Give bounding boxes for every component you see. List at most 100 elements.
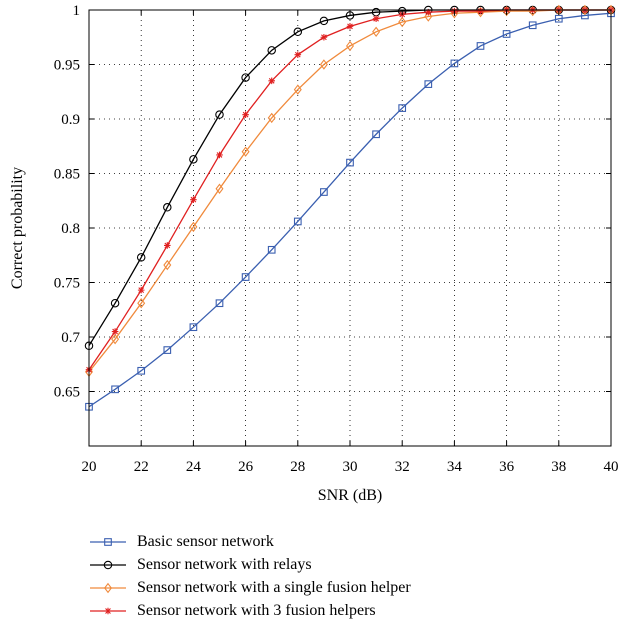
legend-item: Sensor network with relays	[88, 553, 588, 576]
series-line	[88, 12, 612, 408]
data-point	[111, 385, 119, 394]
data-point	[137, 298, 146, 309]
series-layer	[84, 4, 616, 411]
x-tick-label: 34	[447, 459, 463, 475]
data-point	[372, 26, 381, 38]
data-point	[267, 112, 276, 124]
legend-item: Sensor network with a single fusion help…	[88, 576, 588, 599]
data-point	[164, 242, 171, 249]
legend-label: Sensor network with 3 fusion helpers	[137, 601, 376, 619]
legend-marker	[104, 582, 112, 593]
data-point	[111, 333, 120, 345]
series-group	[85, 6, 615, 373]
x-tick-label: 20	[82, 459, 97, 475]
data-point	[346, 23, 354, 30]
data-point	[189, 323, 198, 332]
data-point	[319, 16, 329, 26]
legend-label: Sensor network with relays	[137, 555, 312, 573]
data-point	[424, 11, 433, 22]
data-point	[320, 188, 328, 196]
legend-swatch	[90, 537, 126, 546]
x-axis-label: SNR (dB)	[318, 487, 382, 504]
data-point	[293, 217, 302, 226]
y-tick-label: 0.65	[54, 385, 80, 401]
data-point	[190, 196, 197, 203]
legend-swatch	[90, 560, 126, 569]
y-tick-label: 0.7	[61, 330, 80, 346]
data-point	[189, 155, 198, 164]
x-tick-label: 22	[134, 459, 149, 475]
data-point	[293, 27, 303, 37]
y-axis-label: Correct probability	[9, 167, 26, 289]
data-point	[346, 40, 354, 52]
x-tick-label: 30	[343, 459, 358, 475]
y-tick-label: 1	[73, 3, 81, 19]
legend-item: Basic sensor network	[88, 530, 588, 553]
data-point	[450, 8, 459, 19]
data-point	[425, 8, 432, 16]
data-point	[320, 33, 328, 41]
legend-swatch	[90, 607, 126, 614]
data-point	[163, 346, 172, 354]
data-point	[476, 42, 485, 50]
data-point	[398, 16, 407, 28]
data-point	[241, 273, 250, 281]
legend-label: Sensor network with a single fusion help…	[137, 578, 411, 596]
x-tick-label: 36	[499, 459, 515, 475]
legend-marker	[103, 560, 113, 569]
y-tick-label: 0.9	[61, 112, 80, 128]
y-tick-label: 0.8	[61, 221, 80, 237]
data-point	[528, 21, 537, 30]
data-point	[293, 84, 302, 95]
data-point	[372, 15, 380, 23]
data-point	[346, 158, 354, 167]
data-point	[163, 203, 172, 212]
data-point	[424, 80, 433, 88]
grid-lines	[89, 10, 611, 446]
legend-marker	[104, 537, 112, 546]
axis-ticks: 20 22 24 26 28 30 32 34 36 38 40 0.65 0.7 0.75 0.8 0.85…	[54, 3, 619, 475]
line-chart: 20 22 24 26 28 30 32 34 36 38 40 0.65 0.7 0.75 0.8 0.85…	[9, 3, 619, 504]
data-point	[267, 245, 276, 254]
data-point	[267, 46, 276, 55]
data-point	[554, 14, 563, 23]
data-point	[268, 77, 275, 85]
data-point	[319, 59, 328, 70]
x-tick-label: 40	[604, 459, 619, 475]
data-point	[241, 146, 250, 157]
series-line	[88, 9, 611, 373]
data-point	[215, 299, 224, 308]
legend-item: Sensor network with 3 fusion helpers	[88, 599, 588, 622]
data-point	[294, 51, 302, 58]
x-tick-label: 24	[186, 459, 202, 475]
series-group	[85, 9, 615, 411]
data-point	[215, 183, 224, 194]
data-point	[450, 59, 459, 68]
y-tick-label: 0.95	[54, 58, 80, 74]
legend-label: Basic sensor network	[137, 532, 274, 550]
x-tick-label: 32	[395, 459, 410, 475]
data-point	[110, 298, 120, 308]
legend-marker	[104, 607, 112, 614]
data-point	[136, 253, 146, 262]
data-point	[111, 328, 119, 335]
data-point	[216, 151, 223, 159]
data-point	[137, 366, 146, 375]
y-tick-label: 0.75	[54, 276, 80, 292]
series-group	[84, 5, 616, 350]
y-tick-label: 0.85	[54, 167, 80, 183]
x-tick-label: 38	[551, 459, 566, 475]
data-point	[189, 221, 198, 233]
data-point	[477, 7, 484, 15]
x-tick-label: 28	[290, 459, 305, 475]
data-point	[137, 286, 145, 294]
legend-swatch	[90, 582, 126, 593]
data-point	[242, 111, 249, 118]
data-point	[215, 110, 224, 119]
x-tick-label: 26	[238, 459, 254, 475]
data-point	[163, 259, 172, 271]
data-point	[241, 73, 250, 82]
data-point	[502, 30, 511, 38]
data-point	[398, 104, 407, 112]
legend: Basic sensor network Sensor network with …	[88, 530, 588, 622]
